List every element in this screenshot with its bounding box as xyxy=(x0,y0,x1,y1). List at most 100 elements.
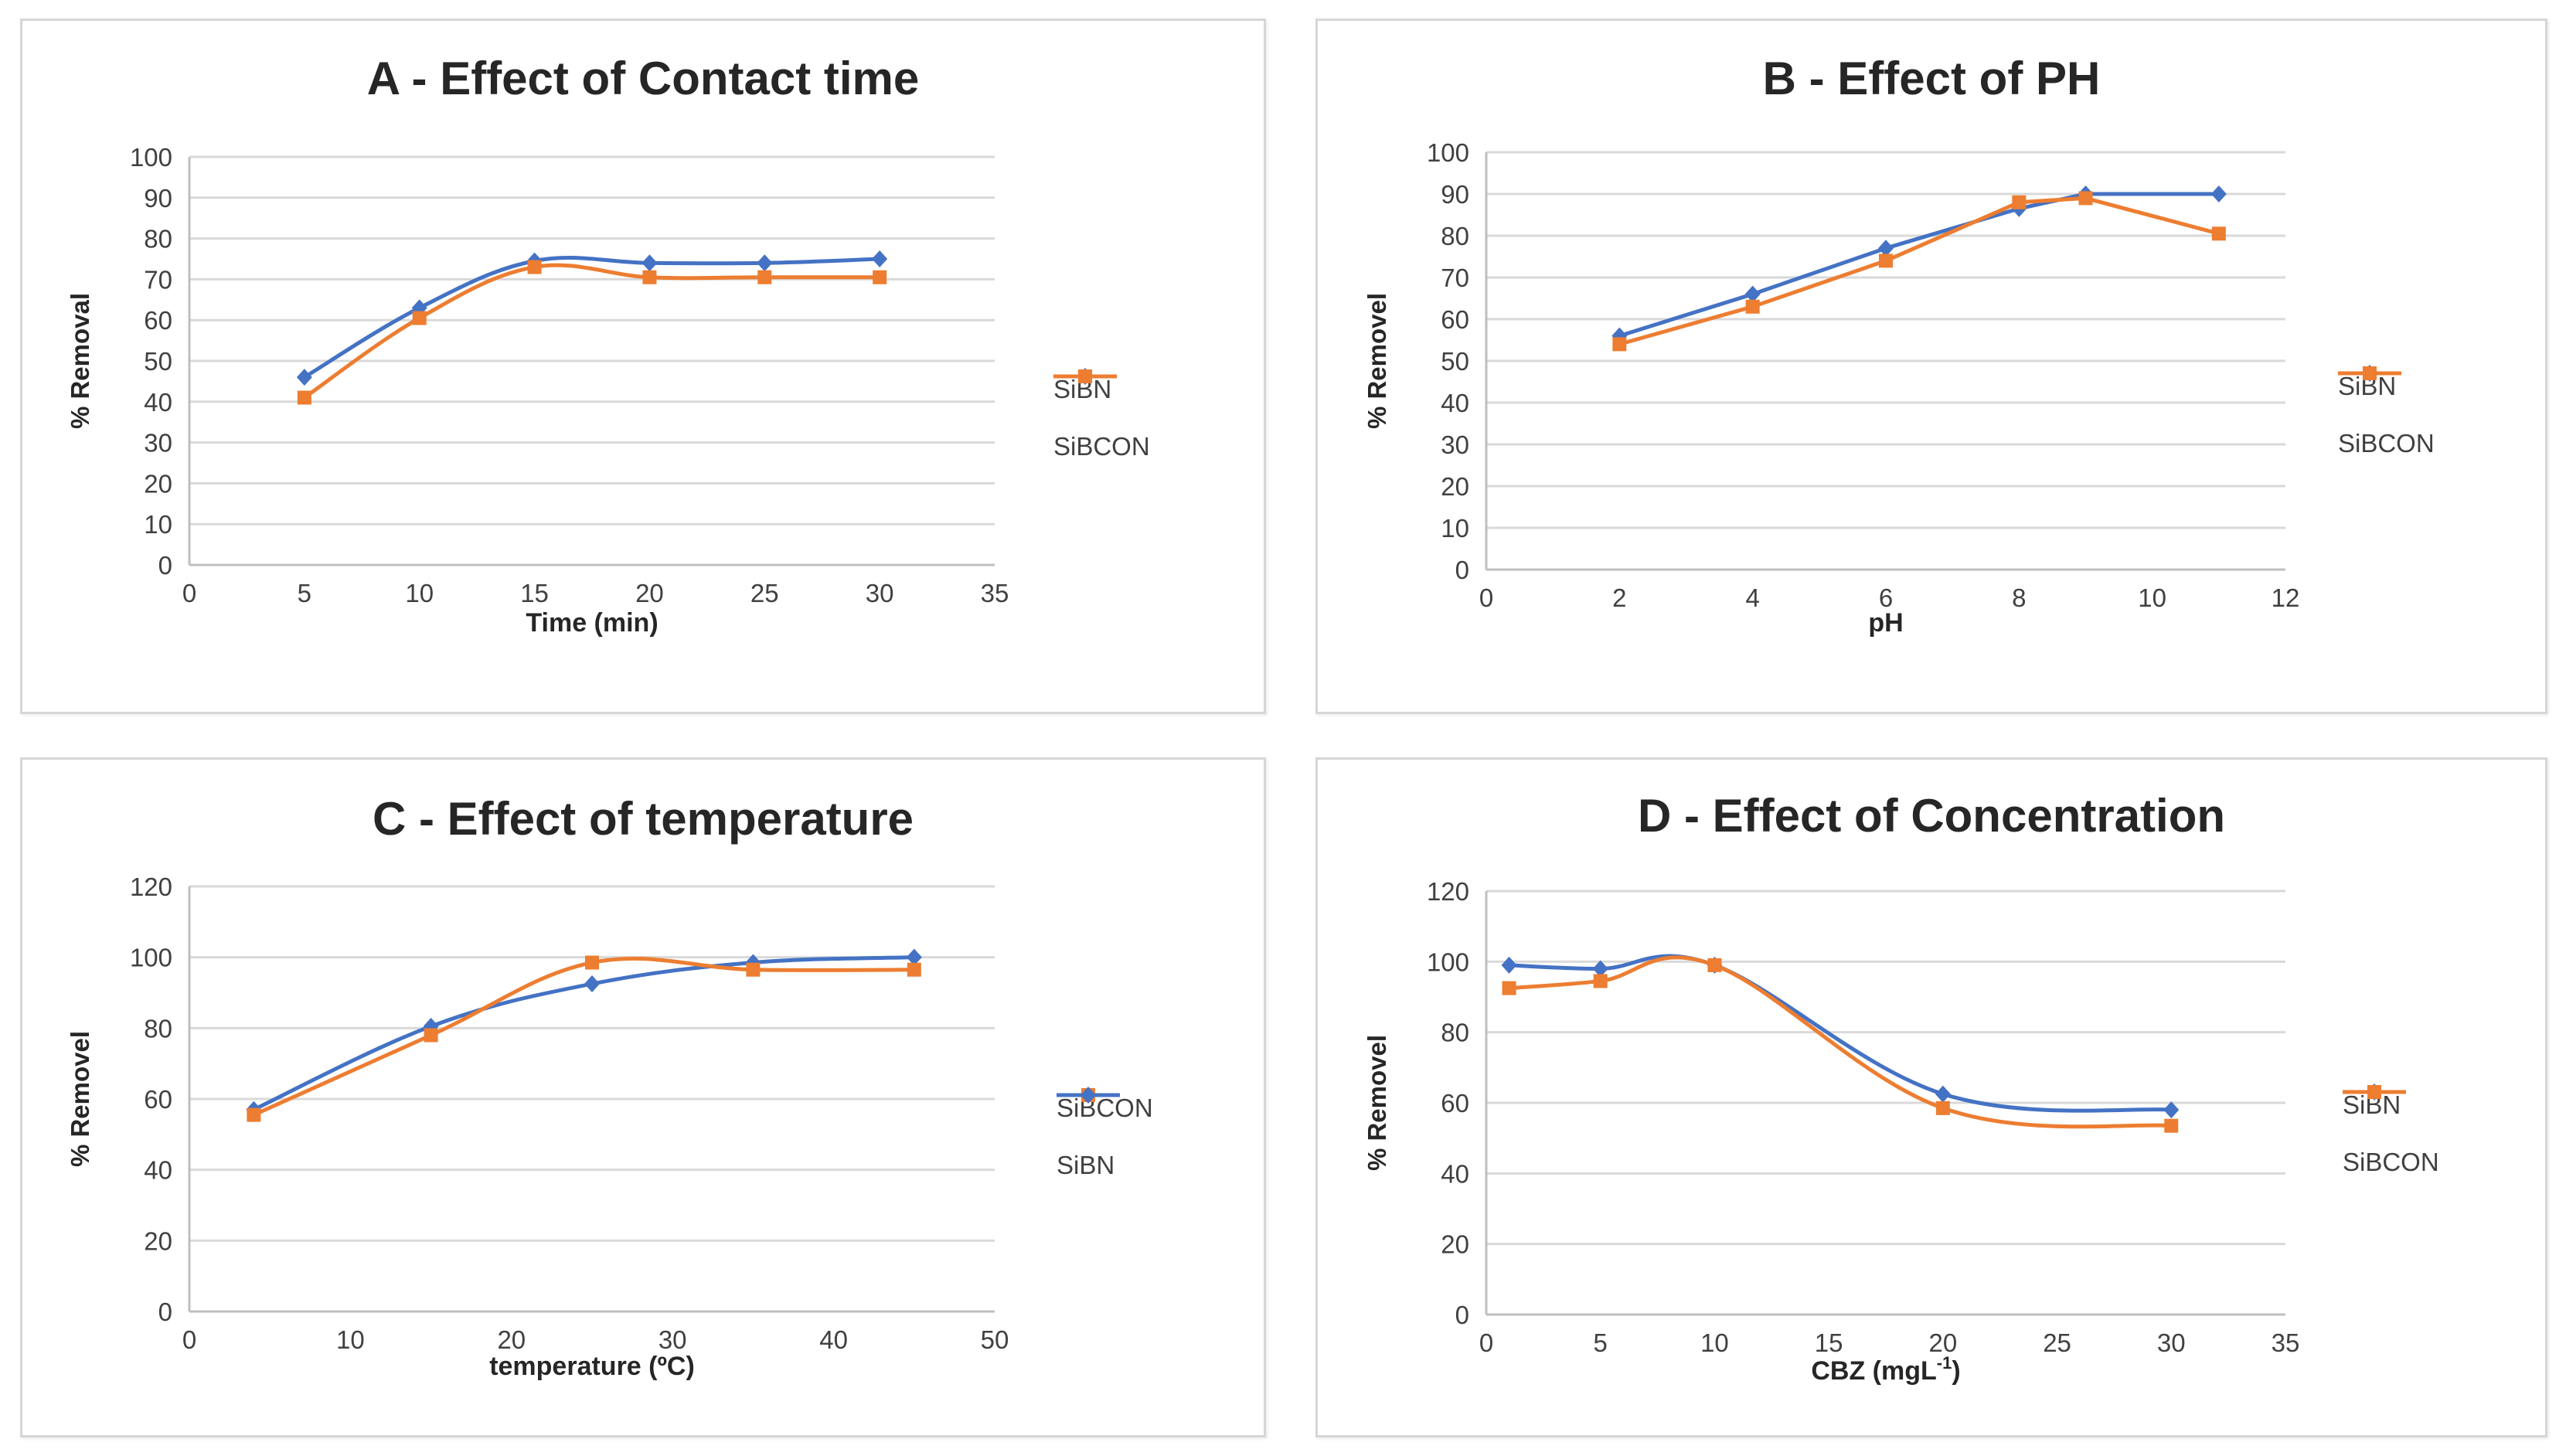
x-tick-label: 4 xyxy=(1745,583,1759,612)
y-axis-title: % Removel xyxy=(66,1031,94,1167)
legend-item-sibcon: SiBCON xyxy=(2338,366,2435,472)
x-tick-label: 0 xyxy=(182,1325,196,1354)
data-point-sibn xyxy=(1592,960,1608,978)
y-tick-label: 20 xyxy=(144,1226,172,1255)
x-tick-label: 10 xyxy=(336,1325,365,1354)
data-point-sibn xyxy=(2163,1101,2180,1119)
x-tick-label: 10 xyxy=(2138,583,2166,612)
chart-panel-temperature: C - Effect of temperature 0 20 40 60 80 100 12… xyxy=(20,757,1266,1437)
x-axis-title: CBZ (mgL-1) xyxy=(1811,1353,1960,1386)
data-point-sibn xyxy=(1878,240,1894,257)
y-tick-label: 50 xyxy=(1441,347,1469,376)
chart-panel-concentration: D - Effect of Concentration 0 20 40 60 80 100… xyxy=(1315,757,2547,1437)
x-axis-title-superscript: -1 xyxy=(1937,1353,1952,1373)
legend-label: SiBCON xyxy=(1053,432,1150,461)
y-tick-label: 10 xyxy=(144,510,172,539)
x-tick-label: 0 xyxy=(1479,1328,1493,1357)
chart-panel-ph: B - Effect of PH 0 10 20 30 40 50 60 70 80 90 100 0… xyxy=(1315,19,2547,714)
x-axis-title: Time (min) xyxy=(526,608,658,638)
data-point-sibcon xyxy=(2211,226,2226,241)
x-tick-label: 20 xyxy=(1928,1328,1957,1357)
chart-legend: SiBN SiBCON xyxy=(2343,1077,2439,1191)
y-tick-label: 40 xyxy=(1441,389,1469,417)
data-point-sibcon xyxy=(1745,299,1760,314)
data-point-sibcon xyxy=(424,1028,438,1043)
x-tick-label: 0 xyxy=(182,579,196,607)
chart-legend: SiBN SiBCON xyxy=(2338,358,2435,472)
data-point-sibcon xyxy=(907,962,921,977)
x-axis-title-suffix: ) xyxy=(1952,1356,1960,1386)
legend-label: SiBCON xyxy=(2338,429,2435,458)
data-point-sibcon xyxy=(1935,1101,1950,1115)
data-point-sibcon xyxy=(746,962,761,977)
series-sibn xyxy=(296,250,888,386)
legend-swatch xyxy=(2343,1085,2406,1099)
legend-item-sibcon: SiBCON xyxy=(1053,369,1150,475)
y-tick-label: 20 xyxy=(1441,472,1469,501)
y-tick-label: 120 xyxy=(1427,877,1469,906)
legend-item-sibn: SiBN xyxy=(1057,1087,1153,1194)
data-point-sibn xyxy=(906,948,922,966)
series-line-sibn xyxy=(1618,192,2219,338)
data-point-sibn xyxy=(1744,285,1761,303)
y-tick-label: 100 xyxy=(1427,947,1469,976)
legend-label: SiBCON xyxy=(1057,1094,1153,1122)
y-axis-title: % Removel xyxy=(1363,293,1391,429)
data-point-sibcon xyxy=(1879,253,1893,268)
data-point-sibcon xyxy=(527,260,542,274)
chart-legend: SiBN SiBCON xyxy=(1053,361,1150,475)
legend-label: SiBN xyxy=(1057,1151,1115,1179)
data-point-sibn xyxy=(1501,956,1517,974)
y-tick-label: 100 xyxy=(130,143,172,172)
x-tick-label: 20 xyxy=(635,579,664,607)
data-point-sibcon xyxy=(585,955,599,970)
x-tick-label: 30 xyxy=(659,1325,687,1354)
x-tick-label: 8 xyxy=(2012,583,2026,612)
x-tick-label: 30 xyxy=(866,579,894,607)
legend-swatch-marker xyxy=(2363,366,2377,380)
data-point-sibcon xyxy=(757,270,772,284)
x-tick-label: 20 xyxy=(497,1325,526,1354)
x-tick-label: 10 xyxy=(405,579,434,607)
chart-plot: 0 20 40 60 80 100 120 0 5 10 15 20 25 30 35 CBZ (mgL-1)… xyxy=(1363,877,2299,1386)
chart-title: A - Effect of Contact time xyxy=(366,53,920,104)
legend-swatch-marker xyxy=(2367,1085,2381,1099)
series-sibn xyxy=(246,948,922,1118)
x-tick-label: 50 xyxy=(981,1325,1009,1354)
data-point-sibn xyxy=(584,975,600,993)
series-sibcon xyxy=(1502,955,2179,1133)
x-tick-label: 12 xyxy=(2272,583,2300,612)
legend-swatch-marker xyxy=(1078,369,1092,383)
y-tick-label: 120 xyxy=(130,873,172,901)
series-line-sibcon xyxy=(253,956,914,1117)
y-tick-label: 70 xyxy=(1441,264,1469,292)
data-point-sibn xyxy=(1935,1085,1951,1103)
y-axis-title: % Removel xyxy=(1363,1035,1391,1171)
y-tick-label: 20 xyxy=(1441,1230,1469,1259)
x-tick-label: 0 xyxy=(1479,583,1493,612)
x-tick-label: 15 xyxy=(520,579,549,607)
x-tick-label: 5 xyxy=(1594,1328,1608,1357)
series-line-sibcon xyxy=(303,263,880,400)
x-tick-label: 15 xyxy=(1815,1328,1843,1357)
chart-panel-contact-time: A - Effect of Contact time 0 10 20 30 40 50 60… xyxy=(20,19,1266,714)
y-tick-label: 90 xyxy=(1441,180,1469,209)
y-tick-label: 80 xyxy=(1441,1019,1469,1047)
y-tick-label: 20 xyxy=(144,469,172,498)
y-tick-label: 100 xyxy=(130,944,172,972)
x-tick-label: 25 xyxy=(2043,1328,2071,1357)
data-point-sibn xyxy=(757,254,773,272)
data-point-sibn xyxy=(2210,185,2227,202)
y-tick-label: 60 xyxy=(1441,305,1469,334)
legend-swatch xyxy=(1057,1087,1120,1104)
y-tick-label: 30 xyxy=(1441,430,1469,459)
data-point-sibn xyxy=(872,250,888,267)
chart-title: D - Effect of Concentration xyxy=(1638,790,2225,842)
y-tick-label: 80 xyxy=(144,225,172,253)
y-tick-label: 0 xyxy=(1455,1301,1469,1329)
y-tick-label: 100 xyxy=(1427,138,1469,167)
data-point-sibn xyxy=(296,369,312,386)
data-point-sibcon xyxy=(1502,981,1516,995)
y-tick-label: 80 xyxy=(1441,222,1469,250)
y-tick-label: 0 xyxy=(158,551,172,580)
